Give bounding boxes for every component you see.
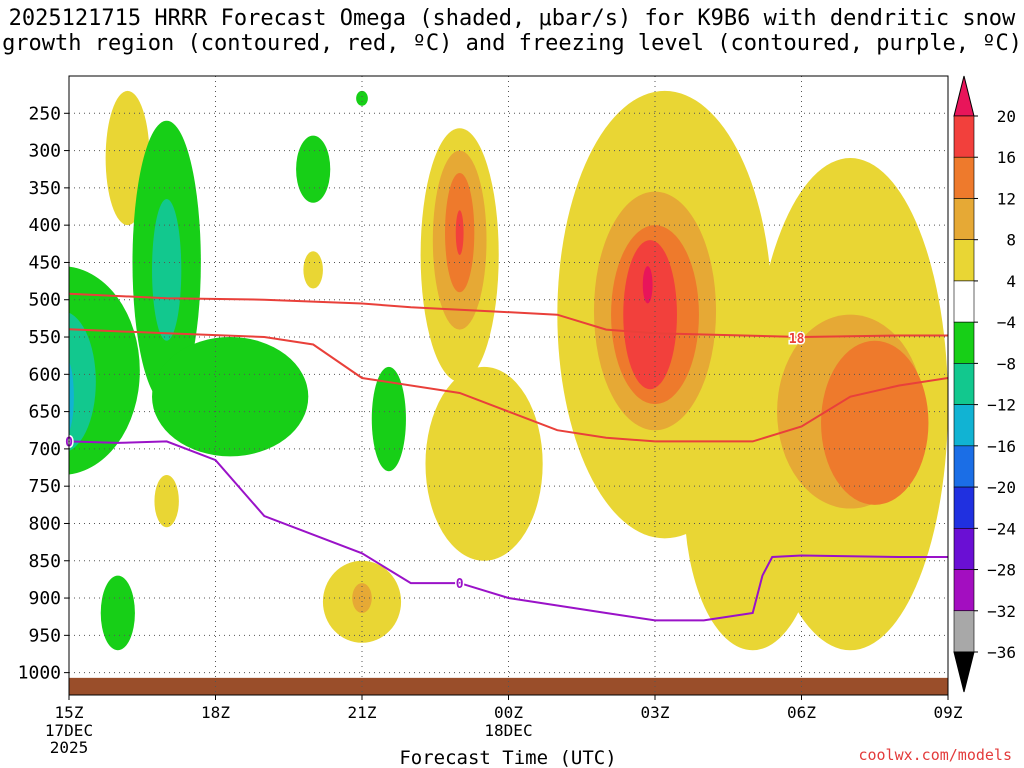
- contour-line: [69, 328, 948, 443]
- omega-region: [371, 366, 406, 472]
- omega-region: [296, 135, 331, 203]
- colorbar-label: 4: [1006, 272, 1016, 291]
- omega-region: [303, 251, 323, 289]
- omega-region: [152, 337, 309, 457]
- colorbar-label: 20: [997, 107, 1016, 126]
- x-tick-label: 03Z: [641, 703, 670, 722]
- colorbar-swatch: [953, 115, 975, 158]
- y-tick-label: 550: [28, 327, 61, 348]
- colorbar-swatch: [953, 610, 975, 653]
- colorbar-label: 8: [1006, 231, 1016, 250]
- y-tick-label: 300: [28, 141, 61, 162]
- colorbar-label: −36: [987, 643, 1016, 662]
- omega-region: [352, 583, 372, 613]
- y-tick-label: 350: [28, 178, 61, 199]
- colorbar-label: −4: [997, 313, 1016, 332]
- y-tick-label: 400: [28, 215, 61, 236]
- title-line-1: 2025121715 HRRR Forecast Omega (shaded, …: [8, 6, 1016, 31]
- omega-region: [821, 340, 929, 505]
- y-tick-label: 800: [28, 513, 61, 534]
- colorbar-label: −32: [987, 602, 1016, 621]
- omega-region: [356, 90, 368, 106]
- colorbar-swatch: [953, 528, 975, 570]
- plot-area: 1800250300350400450500550600650700750800…: [18, 75, 963, 757]
- contour-label: 0: [456, 577, 464, 592]
- colorbar-swatch: [953, 445, 975, 488]
- colorbar-label: −12: [987, 396, 1016, 415]
- colorbar-swatch: [953, 280, 975, 323]
- y-tick-label: 600: [28, 364, 61, 385]
- x-tick-label: 15Z: [55, 703, 84, 722]
- colorbar-swatch: [953, 486, 975, 529]
- colorbar-swatch: [953, 198, 975, 240]
- colorbar-swatch: [953, 321, 975, 364]
- x-tick-label: 06Z: [787, 703, 816, 722]
- colorbar-swatch: [953, 404, 975, 447]
- x-tick-sublabel: 18DEC: [484, 721, 532, 740]
- colorbar-label: −8: [997, 354, 1016, 373]
- contour-line: [69, 440, 948, 622]
- colorbar-label: −28: [987, 561, 1016, 580]
- x-tick-label: 21Z: [348, 703, 377, 722]
- x-axis-label: Forecast Time (UTC): [399, 747, 616, 768]
- x-tick-sublabel: 17DEC: [45, 721, 93, 740]
- colorbar-label: 16: [997, 148, 1016, 167]
- omega-region: [152, 199, 182, 341]
- x-tick-label: 09Z: [934, 703, 963, 722]
- x-tick-sublabel: 2025: [50, 738, 89, 757]
- colorbar: 20 16 12 8 4 −4 −8 −12 −16 −20 −24 −28 −32 −36: [953, 75, 1016, 693]
- attribution: coolwx.com/models: [858, 746, 1012, 764]
- colorbar-swatch: [953, 239, 975, 282]
- title-line-2: growth region (contoured, red, ºC) and f…: [2, 31, 1022, 56]
- contour-lines: [69, 292, 948, 622]
- colorbar-swatch: [953, 156, 975, 199]
- colorbar-label: −20: [987, 478, 1016, 497]
- y-tick-label: 950: [28, 625, 61, 646]
- y-tick-label: 700: [28, 439, 61, 460]
- colorbar-label: −24: [987, 519, 1016, 538]
- y-tick-label: 850: [28, 551, 61, 572]
- y-tick-label: 450: [28, 252, 61, 273]
- colorbar-top-arrow: [953, 75, 975, 117]
- omega-region: [642, 266, 653, 304]
- x-tick-label: 00Z: [494, 703, 523, 722]
- contour-label: 18: [789, 332, 805, 347]
- omega-region: [100, 575, 135, 651]
- colorbar-swatch: [953, 363, 975, 405]
- omega-region: [455, 210, 464, 255]
- colorbar-bottom-arrow: [953, 651, 975, 693]
- omega-region: [623, 240, 677, 390]
- y-tick-label: 750: [28, 476, 61, 497]
- colorbar-swatch: [953, 569, 975, 612]
- chart-title: 2025121715 HRRR Forecast Omega (shaded, …: [0, 6, 1024, 56]
- contour-line: [69, 292, 948, 339]
- colorbar-label: −16: [987, 437, 1016, 456]
- omega-region: [154, 474, 179, 528]
- omega-region: [69, 361, 74, 433]
- omega-region: [69, 312, 96, 451]
- y-tick-label: 900: [28, 588, 61, 609]
- y-tick-label: 500: [28, 290, 61, 311]
- y-tick-label: 1000: [18, 663, 61, 684]
- omega-region: [425, 366, 543, 561]
- y-tick-label: 250: [28, 103, 61, 124]
- y-tick-label: 650: [28, 402, 61, 423]
- colorbar-label: 12: [997, 189, 1016, 208]
- x-tick-label: 18Z: [201, 703, 230, 722]
